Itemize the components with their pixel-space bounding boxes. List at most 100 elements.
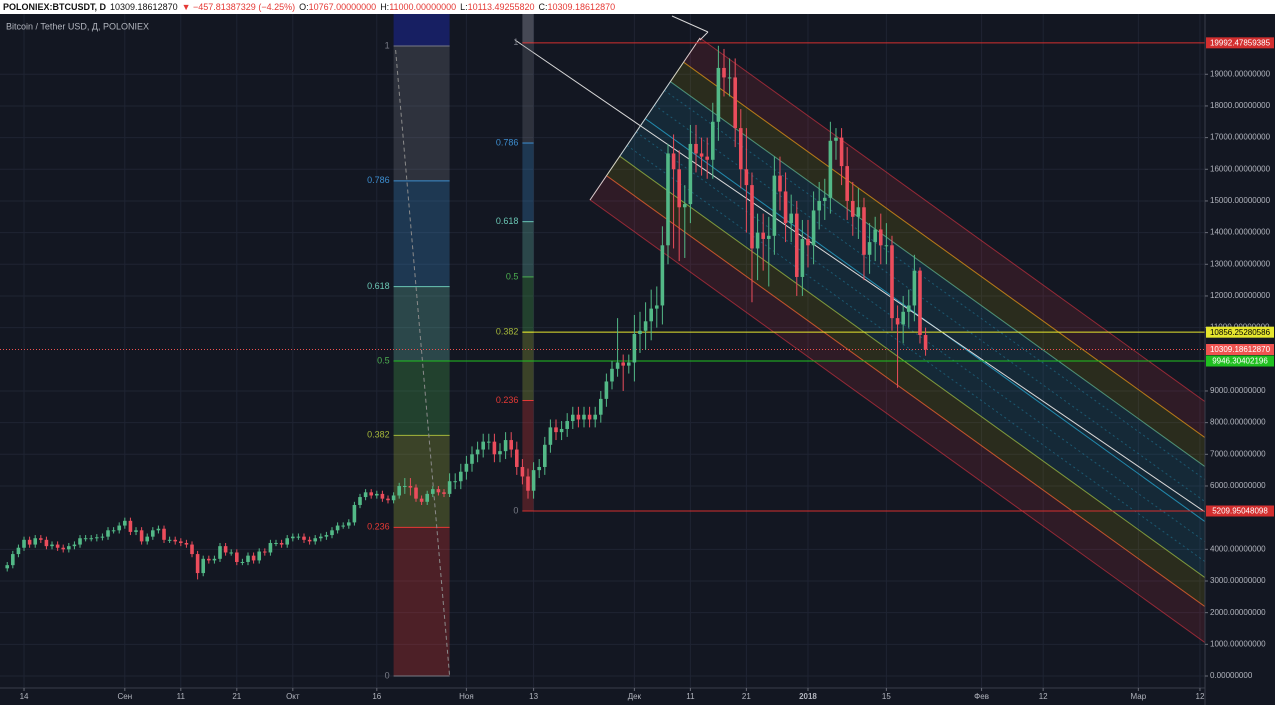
x-tick-label: Ноя [459,692,474,701]
candle-body [593,414,597,420]
candle-body [89,538,94,540]
candle-body [643,321,648,331]
fib-label: 0 [385,670,390,680]
x-tick-label: 15 [882,692,891,701]
candle-body [520,466,525,477]
candle-body [240,561,245,563]
candle-body [167,539,172,541]
candle-body [598,398,603,415]
candle-body [895,318,900,325]
candle-body [862,207,866,255]
candle-body [626,362,631,366]
price-marker [1206,505,1274,517]
fib-label: 0.236 [496,395,519,405]
candle-body [397,485,402,496]
price-marker-label: 10309.18612870 [1210,345,1271,354]
candle-body [867,242,872,255]
candle-body [845,166,849,201]
y-tick-label: 13000.00000000 [1210,259,1271,268]
y-tick-label: 4000.00000000 [1210,544,1266,553]
candle-body [873,229,877,243]
candle-body [738,128,743,170]
candle-body [514,449,519,467]
ohlc-value: 10767.00000000 [308,2,377,12]
candle-body [822,197,827,201]
x-tick-label: Мар [1131,692,1147,701]
fib-label: 0.618 [367,281,390,291]
candle-body [470,454,474,464]
candle-body [817,200,821,211]
candle-body [39,538,43,540]
plot-area: 1 0.786 0.618 0.5 0.382 0.236 0 1 0.786 0.618 0.5 0… [0,14,1205,688]
candle-body [380,493,385,499]
candle-body [559,428,564,433]
x-tick-label: Окт [286,692,300,701]
candle-body [464,463,469,472]
y-tick-label: 18000.00000000 [1210,101,1271,110]
candle-body [201,558,206,574]
candle-body [123,520,127,526]
candle-body [195,554,200,574]
channel-line [654,104,1205,503]
y-tick-label: 6000.00000000 [1210,481,1266,490]
fib-zone [393,286,450,361]
x-tick-label: 21 [742,692,751,701]
candle-body [67,546,71,550]
candle-body [403,485,407,487]
ohlc-key: O: [299,2,309,12]
candle-body [621,362,625,366]
candle-body [789,213,793,224]
candle-body [727,77,732,79]
candle-body [33,538,38,545]
candle-body [772,175,777,236]
candle-body [139,530,144,542]
candle-body [682,204,687,208]
candle-body [78,538,82,545]
candle-body [509,440,513,450]
candle-body [145,536,150,542]
candle-body [347,522,351,526]
fib-label: 0.236 [367,522,390,532]
candle-body [279,542,284,545]
candle-body [106,530,110,537]
candle-body [22,539,26,548]
ohlc: O:10767.00000000 H:11000.00000000 L:10113.… [299,2,619,12]
y-tick-label: 0.00000000 [1210,671,1253,680]
candle-body [27,539,32,545]
candle-body [111,530,116,532]
candle-body [632,333,637,363]
y-tick-label: 19000.00000000 [1210,69,1271,78]
x-tick-label: 11 [686,692,695,701]
candle-body [307,539,312,542]
candle-body [806,238,810,246]
candle-body [923,335,928,350]
candle-body [481,441,485,450]
candle-body [576,414,581,420]
ohlc-key: L: [460,2,468,12]
candle-body [16,547,21,555]
candle-body [251,555,256,561]
candle-body [352,504,357,523]
candle-body [296,536,301,538]
candle-body [615,362,620,369]
candle-body [531,470,536,491]
last-price: 10309.18612870 [110,2,178,12]
candle-body [128,520,133,532]
candle-body [554,427,558,433]
candle-body [677,169,681,208]
candle-body [783,191,788,224]
candle-body [268,542,273,553]
candle-body [11,554,15,566]
candle-body [50,544,54,547]
fib-zone [522,221,534,277]
ohlc-value: 10309.18612870 [547,2,616,12]
candle-body [285,538,290,545]
candle-body [274,542,278,544]
fib-zone [522,332,534,401]
candle-body [419,498,424,502]
symbol: POLONIEX:BTCUSDT, D [3,2,107,12]
fib-label: 0.382 [496,327,519,337]
candle-body [671,153,676,170]
candle-body [425,493,430,502]
